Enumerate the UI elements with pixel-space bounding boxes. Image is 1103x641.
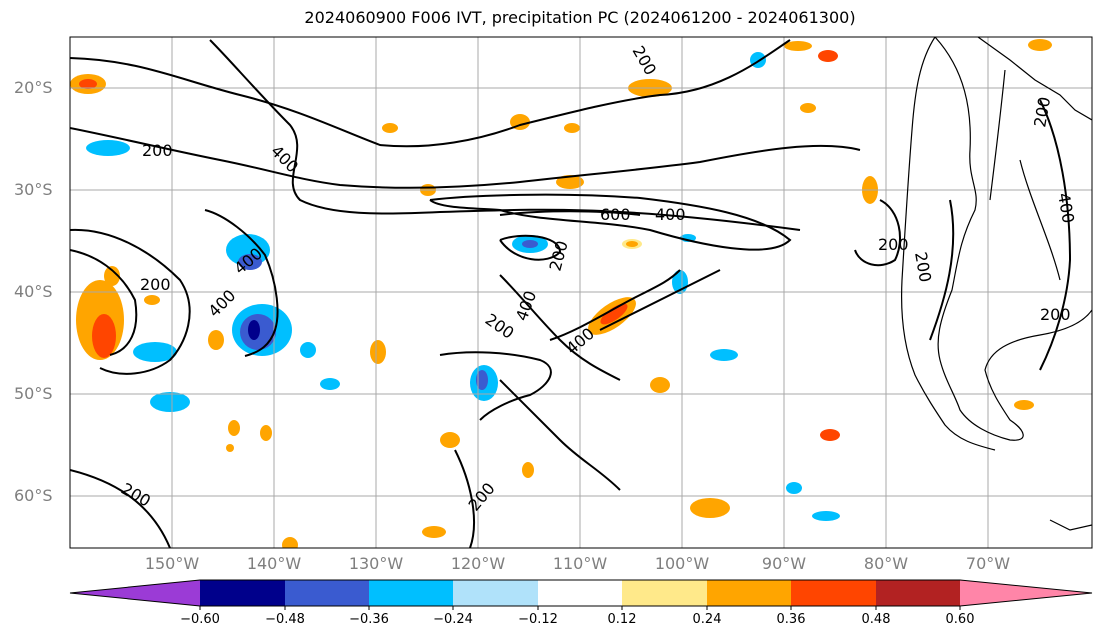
colorbar-extend-high [960, 580, 1092, 606]
contour-label: 600 [600, 205, 631, 224]
colorbar-tick-label: −0.60 [180, 612, 220, 627]
lon-label: 140°W [246, 554, 302, 573]
south-america-coastline [901, 37, 1092, 531]
graticule [70, 37, 1092, 548]
map-frame [69, 36, 1093, 549]
lon-label: 70°W [965, 554, 1011, 573]
lon-label: 110°W [552, 554, 608, 573]
lon-label: 150°W [144, 554, 200, 573]
colorbar-tick-label: −0.12 [518, 612, 558, 627]
lon-label: 100°W [654, 554, 710, 573]
contour-label: 200 [140, 275, 171, 294]
lat-label: 50°S [14, 384, 53, 403]
colorbar-tick-label: −0.24 [433, 612, 473, 627]
lon-label: 80°W [863, 554, 909, 573]
colorbar-tick-label: −0.36 [349, 612, 389, 627]
colorbar-tick-label: 0.12 [607, 612, 637, 627]
contour-label: 200 [142, 141, 173, 160]
lon-label: 130°W [348, 554, 404, 573]
colorbar [69, 579, 1093, 610]
precip-shading [70, 39, 1052, 548]
colorbar-tick-label: 0.24 [692, 612, 722, 627]
colorbar-tick-label: 0.60 [945, 612, 975, 627]
colorbar-tick-label: −0.48 [265, 612, 305, 627]
lat-label: 40°S [14, 282, 53, 301]
colorbar-tick-label: 0.48 [861, 612, 891, 627]
map-title: 2024060900 F006 IVT, precipitation PC (2… [304, 8, 856, 27]
contour-label: 400 [655, 205, 686, 224]
lat-label: 60°S [14, 486, 53, 505]
ivt-contours [70, 39, 1072, 548]
lat-label: 20°S [14, 78, 53, 97]
contour-label: 200 [878, 235, 909, 254]
lat-label: 30°S [14, 180, 53, 199]
contour-label: 200 [1040, 305, 1071, 324]
lon-label: 120°W [450, 554, 506, 573]
colorbar-extend-low [70, 580, 200, 606]
lon-label: 90°W [761, 554, 807, 573]
colorbar-tick-label: 0.36 [776, 612, 806, 627]
